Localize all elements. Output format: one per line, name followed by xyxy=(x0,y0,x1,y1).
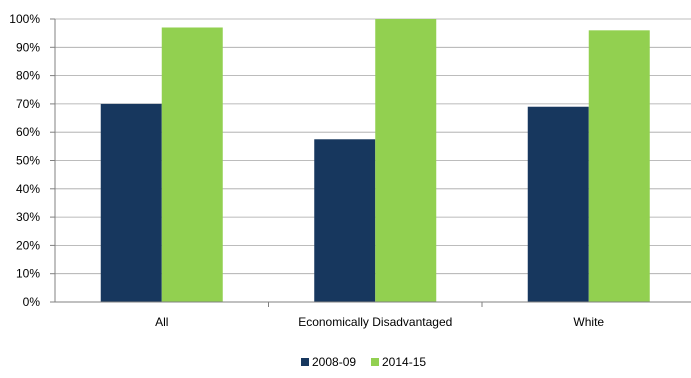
bar-2008-09-all xyxy=(100,103,162,303)
bar-2014-15-all xyxy=(161,27,223,303)
legend-label: 2014-15 xyxy=(382,355,426,369)
bars xyxy=(100,19,650,303)
bar-2008-09-economically-disadvantaged xyxy=(314,139,376,302)
y-tick-label: 0% xyxy=(23,295,41,309)
y-tick-label: 60% xyxy=(16,125,40,139)
y-tick-label: 40% xyxy=(16,182,40,196)
bar-2014-15-economically-disadvantaged xyxy=(375,19,437,302)
y-tick-label: 20% xyxy=(16,238,40,252)
bar-2008-09-white xyxy=(527,106,589,302)
x-tick-labels: All Economically Disadvantaged White xyxy=(155,315,604,329)
y-tick-label: 80% xyxy=(16,69,40,83)
y-tick-label: 10% xyxy=(16,267,40,281)
legend: 2008-09 2014-15 xyxy=(301,355,426,369)
y-tick-label: 30% xyxy=(16,210,40,224)
x-tick-label: White xyxy=(573,315,604,329)
y-tick-label: 70% xyxy=(16,97,40,111)
legend-swatch xyxy=(301,358,309,366)
y-tick-label: 50% xyxy=(16,154,40,168)
y-tick-label: 90% xyxy=(16,40,40,54)
y-tick-labels: 0% 10% 20% 30% 40% 50% 60% 70% 80% 90% 100% xyxy=(9,12,40,309)
legend-label: 2008-09 xyxy=(312,355,356,369)
x-tick-label: Economically Disadvantaged xyxy=(298,315,452,329)
axes xyxy=(50,18,691,307)
x-tick-label: All xyxy=(155,315,168,329)
y-tick-label: 100% xyxy=(9,12,40,26)
bar-2014-15-white xyxy=(588,30,650,302)
legend-swatch xyxy=(371,358,379,366)
